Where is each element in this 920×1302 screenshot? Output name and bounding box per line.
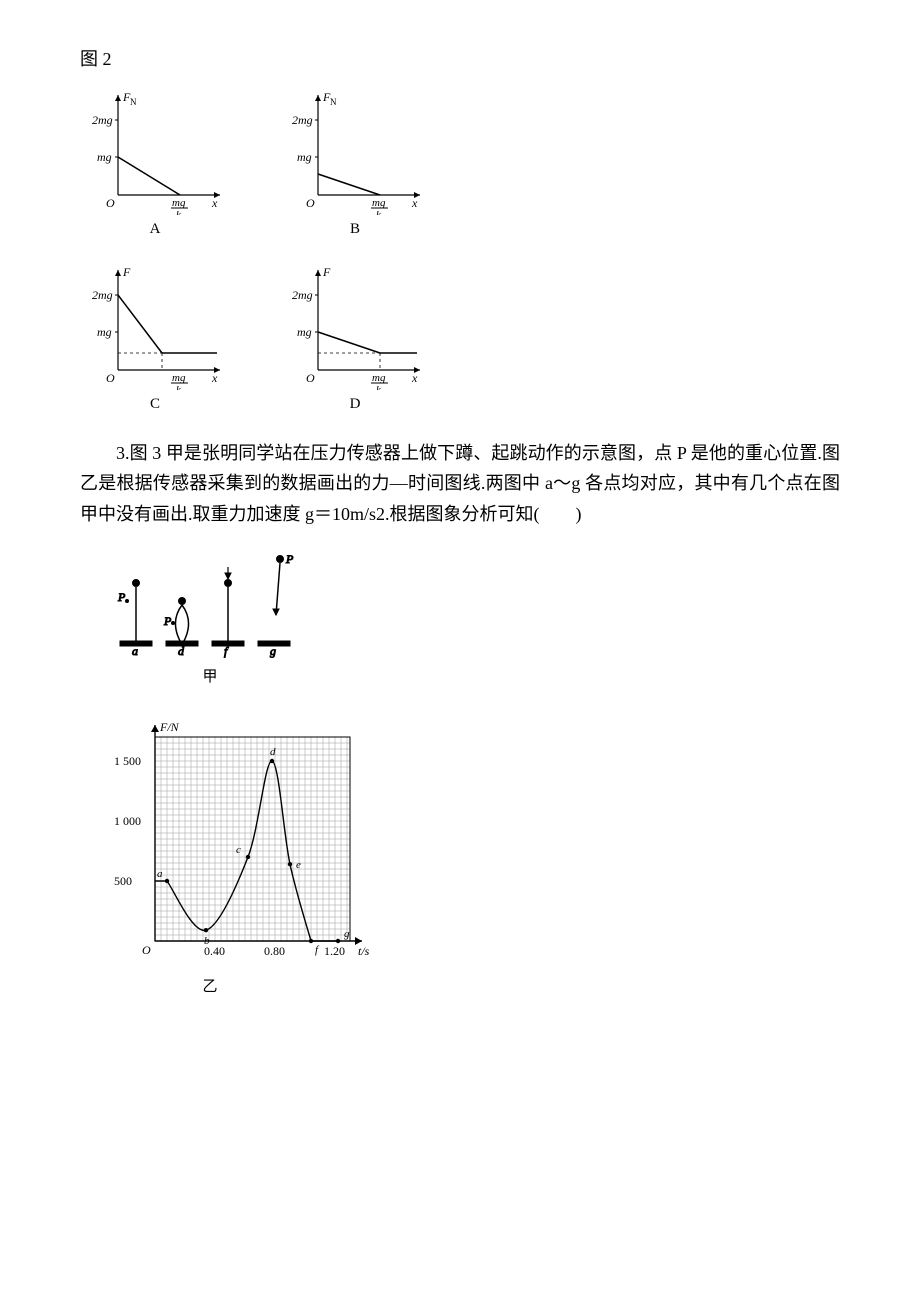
svg-text:500: 500 [114, 874, 132, 888]
svg-text:P: P [163, 614, 172, 628]
svg-text:2mg: 2mg [292, 288, 313, 302]
svg-text:x: x [411, 371, 418, 385]
svg-text:k: k [376, 209, 382, 215]
figure-2-label: 图 2 [80, 44, 840, 75]
svg-text:f: f [315, 944, 320, 956]
svg-text:k: k [176, 384, 182, 390]
figure-jia: P a P d f P g [100, 543, 840, 691]
chart-b: 2mg mg O F N mg k x B [280, 85, 430, 243]
chart-d-caption: D [280, 392, 430, 418]
chart-d-svg: 2mg mg O F mg k x [280, 260, 430, 390]
svg-text:2mg: 2mg [292, 113, 313, 127]
svg-text:2mg: 2mg [92, 113, 113, 127]
svg-text:d: d [178, 644, 185, 658]
svg-text:k: k [176, 209, 182, 215]
svg-text:F: F [322, 265, 331, 279]
question-3-text: 3.图 3 甲是张明同学站在压力传感器上做下蹲、起跳动作的示意图，点 P 是他的… [80, 438, 840, 530]
chart-c-caption: C [80, 392, 230, 418]
svg-text:O: O [106, 371, 115, 385]
svg-text:1 500: 1 500 [114, 754, 141, 768]
svg-text:mg: mg [97, 325, 112, 339]
svg-text:0.80: 0.80 [264, 944, 285, 958]
figure-jia-caption: 甲 [100, 665, 320, 691]
svg-text:x: x [411, 196, 418, 210]
svg-text:1.20: 1.20 [324, 944, 345, 958]
svg-text:F: F [122, 265, 131, 279]
chart-row-cd: 2mg mg O F mg k x C 2mg mg O F [80, 260, 840, 418]
chart-row-ab: 2mg mg O F N mg k x A 2mg mg O F N [80, 85, 840, 243]
svg-text:t/s: t/s [358, 944, 370, 958]
chart-c-svg: 2mg mg O F mg k x [80, 260, 230, 390]
svg-text:N: N [130, 97, 137, 107]
svg-text:x: x [211, 196, 218, 210]
svg-text:g: g [344, 928, 350, 940]
svg-text:P: P [117, 590, 126, 604]
svg-text:O: O [106, 196, 115, 210]
svg-text:O: O [306, 196, 315, 210]
svg-text:a: a [157, 868, 163, 880]
svg-text:O: O [306, 371, 315, 385]
svg-text:2mg: 2mg [92, 288, 113, 302]
chart-b-caption: B [280, 217, 430, 243]
chart-a-svg: 2mg mg O F N mg k x [80, 85, 230, 215]
svg-text:k: k [376, 384, 382, 390]
svg-text:O: O [142, 943, 151, 957]
chart-a-caption: A [80, 217, 230, 243]
svg-text:x: x [211, 371, 218, 385]
svg-text:1 000: 1 000 [114, 814, 141, 828]
stick-figure-svg: P a P d f P g [100, 543, 340, 663]
chart-a: 2mg mg O F N mg k x A [80, 85, 230, 243]
svg-text:e: e [296, 859, 301, 871]
svg-text:mg: mg [97, 150, 112, 164]
svg-text:a: a [132, 644, 138, 658]
chart-b-svg: 2mg mg O F N mg k x [280, 85, 430, 215]
svg-text:mg: mg [372, 372, 386, 384]
svg-text:F/N: F/N [159, 720, 180, 734]
force-time-chart: 500 1 000 1 500 0.40 0.80 1.20 t/s F/N O… [100, 711, 380, 971]
svg-text:b: b [204, 935, 210, 947]
svg-text:g: g [270, 644, 276, 658]
chart-c: 2mg mg O F mg k x C [80, 260, 230, 418]
svg-text:N: N [330, 97, 337, 107]
chart-d: 2mg mg O F mg k x D [280, 260, 430, 418]
svg-text:P: P [285, 552, 294, 566]
svg-text:mg: mg [172, 197, 186, 209]
figure-yi-caption: 乙 [100, 975, 320, 1001]
svg-text:mg: mg [297, 150, 312, 164]
svg-text:mg: mg [172, 372, 186, 384]
figure-yi: 500 1 000 1 500 0.40 0.80 1.20 t/s F/N O… [100, 711, 840, 1001]
svg-text:mg: mg [297, 325, 312, 339]
svg-text:mg: mg [372, 197, 386, 209]
svg-text:c: c [236, 844, 241, 856]
svg-text:d: d [270, 746, 276, 758]
